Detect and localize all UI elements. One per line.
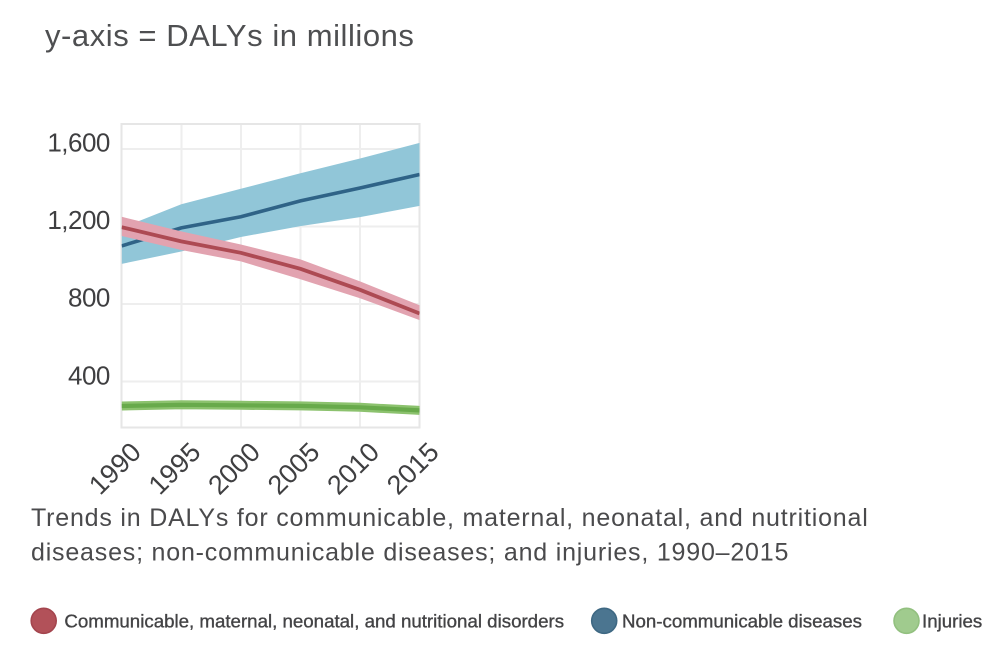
svg-text:1990: 1990 bbox=[83, 437, 147, 501]
svg-text:Communicable, maternal, neonat: Communicable, maternal, neonatal, and nu… bbox=[64, 611, 564, 632]
svg-text:Non-communicable diseases: Non-communicable diseases bbox=[622, 611, 862, 632]
svg-text:2005: 2005 bbox=[262, 437, 326, 501]
svg-text:400: 400 bbox=[68, 360, 110, 390]
svg-text:1,600: 1,600 bbox=[47, 128, 110, 158]
svg-text:800: 800 bbox=[68, 283, 110, 313]
svg-text:2000: 2000 bbox=[202, 437, 266, 501]
svg-text:2010: 2010 bbox=[321, 437, 385, 501]
svg-text:y-axis = DALYs in millions: y-axis = DALYs in millions bbox=[45, 18, 414, 53]
svg-text:2015: 2015 bbox=[381, 437, 445, 501]
svg-text:1995: 1995 bbox=[143, 437, 207, 501]
svg-text:1,200: 1,200 bbox=[47, 205, 110, 235]
svg-text:Injuries: Injuries bbox=[922, 611, 982, 632]
svg-text:Trends in DALYs for communicab: Trends in DALYs for communicable, matern… bbox=[31, 504, 869, 532]
svg-text:diseases; non-communicable dis: diseases; non-communicable diseases; and… bbox=[31, 538, 789, 566]
